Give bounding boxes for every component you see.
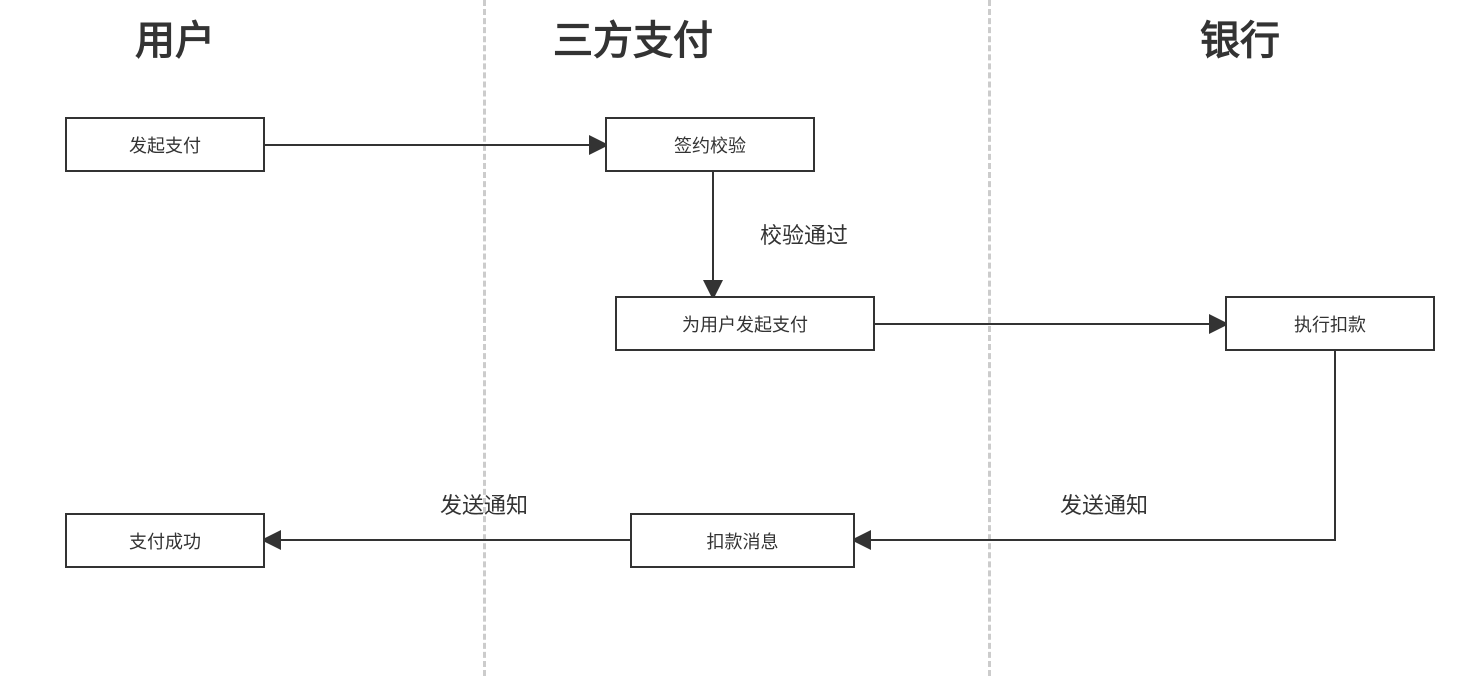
lane-divider-2 bbox=[988, 0, 991, 676]
node-deduction-message: 扣款消息 bbox=[630, 513, 855, 568]
node-label: 发起支付 bbox=[129, 132, 201, 158]
lane-divider-1 bbox=[483, 0, 486, 676]
edge-label-send-notify-2: 发送通知 bbox=[440, 488, 528, 520]
node-label: 支付成功 bbox=[129, 528, 201, 554]
node-contract-verify: 签约校验 bbox=[605, 117, 815, 172]
lane-header-user: 用户 bbox=[135, 8, 215, 66]
node-initiate-for-user: 为用户发起支付 bbox=[615, 296, 875, 351]
node-execute-deduction: 执行扣款 bbox=[1225, 296, 1435, 351]
edge-label-verify-pass: 校验通过 bbox=[760, 218, 848, 250]
node-label: 执行扣款 bbox=[1294, 311, 1366, 337]
node-initiate-payment: 发起支付 bbox=[65, 117, 265, 172]
node-label: 扣款消息 bbox=[707, 528, 779, 554]
lane-header-bank: 银行 bbox=[1200, 8, 1280, 66]
node-payment-success: 支付成功 bbox=[65, 513, 265, 568]
node-label: 签约校验 bbox=[674, 132, 746, 158]
lane-header-payment: 三方支付 bbox=[553, 8, 713, 66]
node-label: 为用户发起支付 bbox=[682, 311, 808, 337]
edge-label-send-notify-1: 发送通知 bbox=[1060, 488, 1148, 520]
